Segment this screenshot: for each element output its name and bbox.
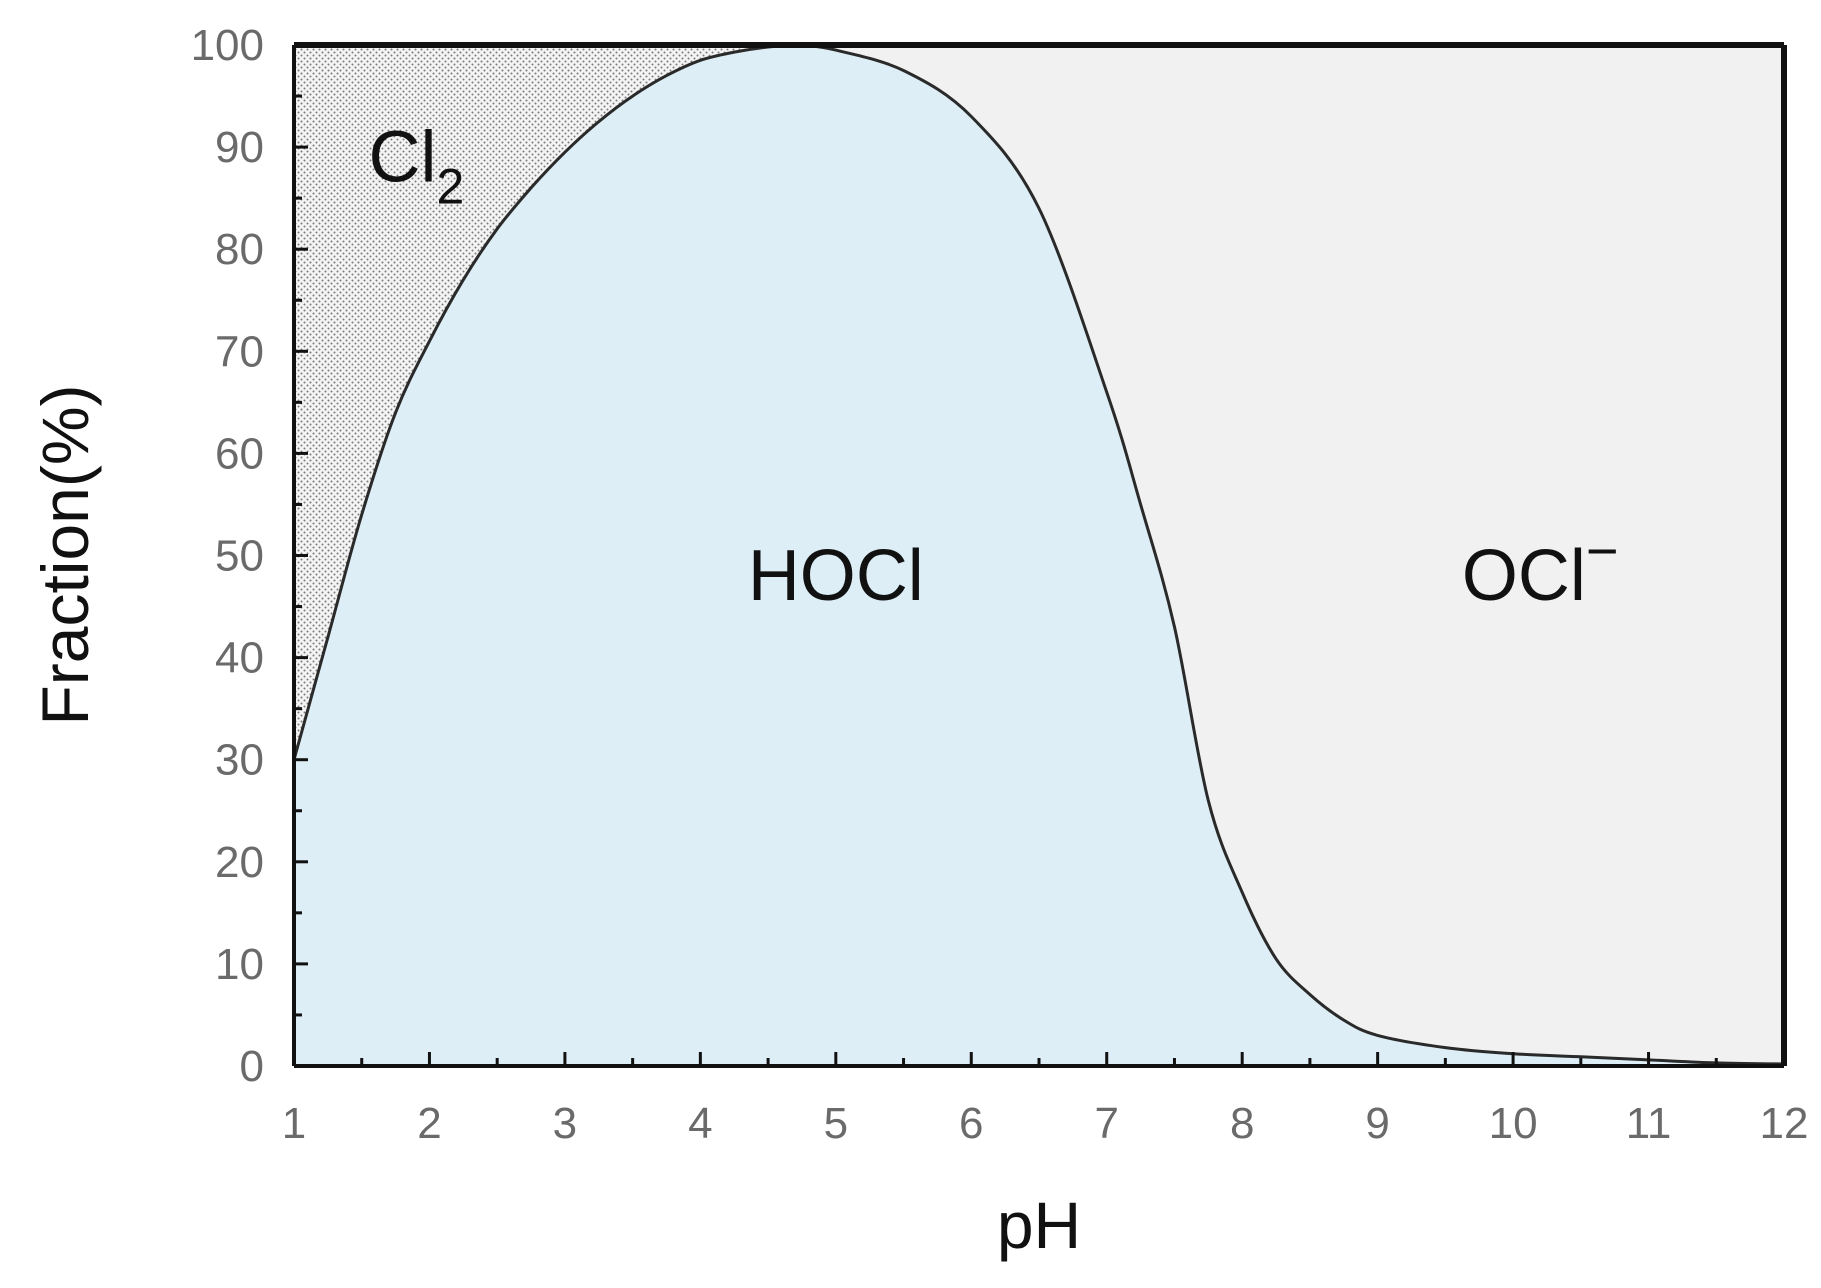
y-tick-label: 50 [215, 532, 264, 581]
y-tick-label: 80 [215, 225, 264, 274]
x-tick-label: 7 [1094, 1099, 1118, 1148]
y-tick-label: 40 [215, 634, 264, 683]
boundary-curve-hocl-ocl [801, 45, 1784, 1066]
x-tick-label: 2 [417, 1099, 441, 1148]
y-tick-label: 60 [215, 429, 264, 478]
y-tick-label: 100 [191, 21, 264, 70]
y-tick-label: 90 [215, 123, 264, 172]
x-tick-label: 9 [1365, 1099, 1389, 1148]
y-tick-label: 10 [215, 940, 264, 989]
region-label-cl2: Cl2 [369, 117, 465, 214]
y-tick-label: 0 [240, 1042, 264, 1091]
x-axis-title: pH [997, 1188, 1081, 1262]
y-tick-label: 30 [215, 736, 264, 785]
region-label-ocl-minus: OCl− [1462, 519, 1619, 616]
x-tick-label: 8 [1230, 1099, 1254, 1148]
boundary-curve-cl2-hocl [294, 45, 836, 761]
x-tick-label: 3 [553, 1099, 577, 1148]
y-tick-label: 70 [215, 327, 264, 376]
x-tick-label: 4 [688, 1099, 712, 1148]
x-tick-label: 1 [282, 1099, 306, 1148]
x-tick-label: 10 [1489, 1099, 1538, 1148]
region-label-hocl: HOCl [748, 536, 924, 616]
region-cl2 [294, 45, 836, 760]
y-axis-title: Fraction(%) [28, 384, 102, 725]
x-tick-label: 12 [1760, 1099, 1809, 1148]
x-tick-label: 6 [959, 1099, 983, 1148]
y-tick-label: 20 [215, 838, 264, 887]
axis-ticks [292, 43, 1786, 1068]
x-tick-label: 5 [824, 1099, 848, 1148]
x-tick-label: 11 [1626, 1099, 1672, 1148]
region-hocl [294, 45, 1784, 1066]
